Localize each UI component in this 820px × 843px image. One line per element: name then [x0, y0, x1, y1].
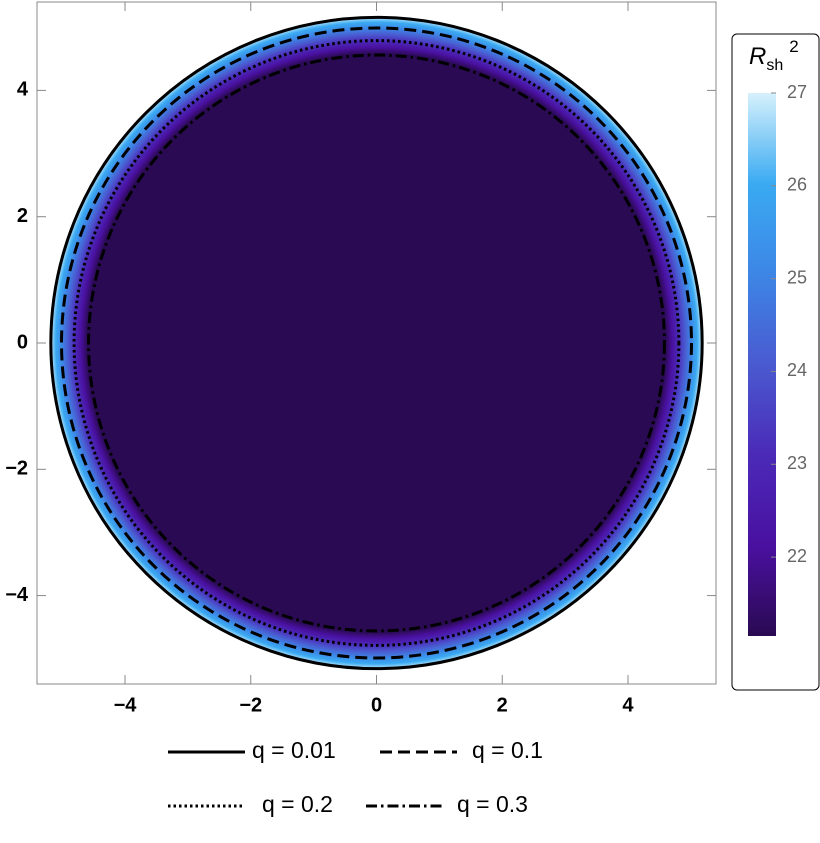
colorbar-title: Rsh 2: [749, 37, 799, 74]
colorbar-tick-label: 27: [787, 82, 807, 102]
colorbar-tick-label: 22: [787, 546, 807, 566]
colorbar-title-base: R: [749, 43, 766, 70]
colorbar-tick-label: 24: [787, 360, 807, 380]
y-tick-label: −4: [5, 584, 29, 606]
contour-circle: [87, 53, 666, 633]
legend-label: q = 0.01: [252, 737, 336, 763]
legend-label: q = 0.2: [262, 791, 333, 817]
y-tick-label: 0: [17, 331, 28, 353]
x-tick-label: 4: [622, 694, 634, 716]
density-disk: [49, 16, 704, 670]
colorbar-title-sub: sh: [766, 57, 783, 74]
x-tick-label: −2: [239, 694, 262, 716]
legend-label: q = 0.1: [472, 737, 543, 763]
y-tick-label: 4: [17, 79, 29, 101]
colorbar: [748, 93, 776, 636]
plot-area: [49, 15, 704, 671]
x-tick-label: −4: [114, 694, 138, 716]
contour-circle: [60, 26, 693, 660]
colorbar-title-sup: 2: [789, 37, 798, 56]
y-tick-label: 2: [17, 205, 28, 227]
contour-circle: [72, 39, 681, 647]
y-tick-label: −2: [5, 458, 28, 480]
colorbar-tick-label: 26: [787, 175, 807, 195]
x-tick-label: 0: [371, 694, 382, 716]
contour-circle: [49, 15, 704, 671]
colorbar-tick-label: 23: [787, 453, 807, 473]
x-tick-label: 2: [497, 694, 508, 716]
legend-label: q = 0.3: [457, 791, 528, 817]
colorbar-tick-label: 25: [787, 267, 807, 287]
